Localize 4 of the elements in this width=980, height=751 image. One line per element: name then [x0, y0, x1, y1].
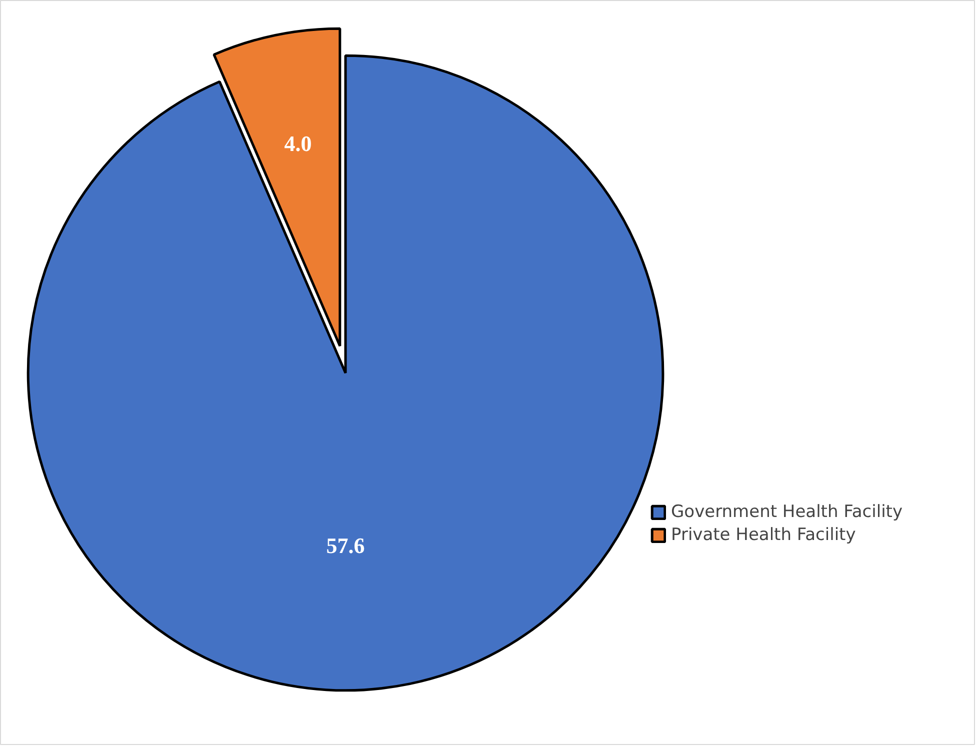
legend-label: Private Health Facility [671, 525, 856, 545]
legend-label: Government Health Facility [671, 502, 903, 522]
data-label: 57.6 [326, 532, 365, 558]
data-label: 4.0 [284, 130, 312, 156]
